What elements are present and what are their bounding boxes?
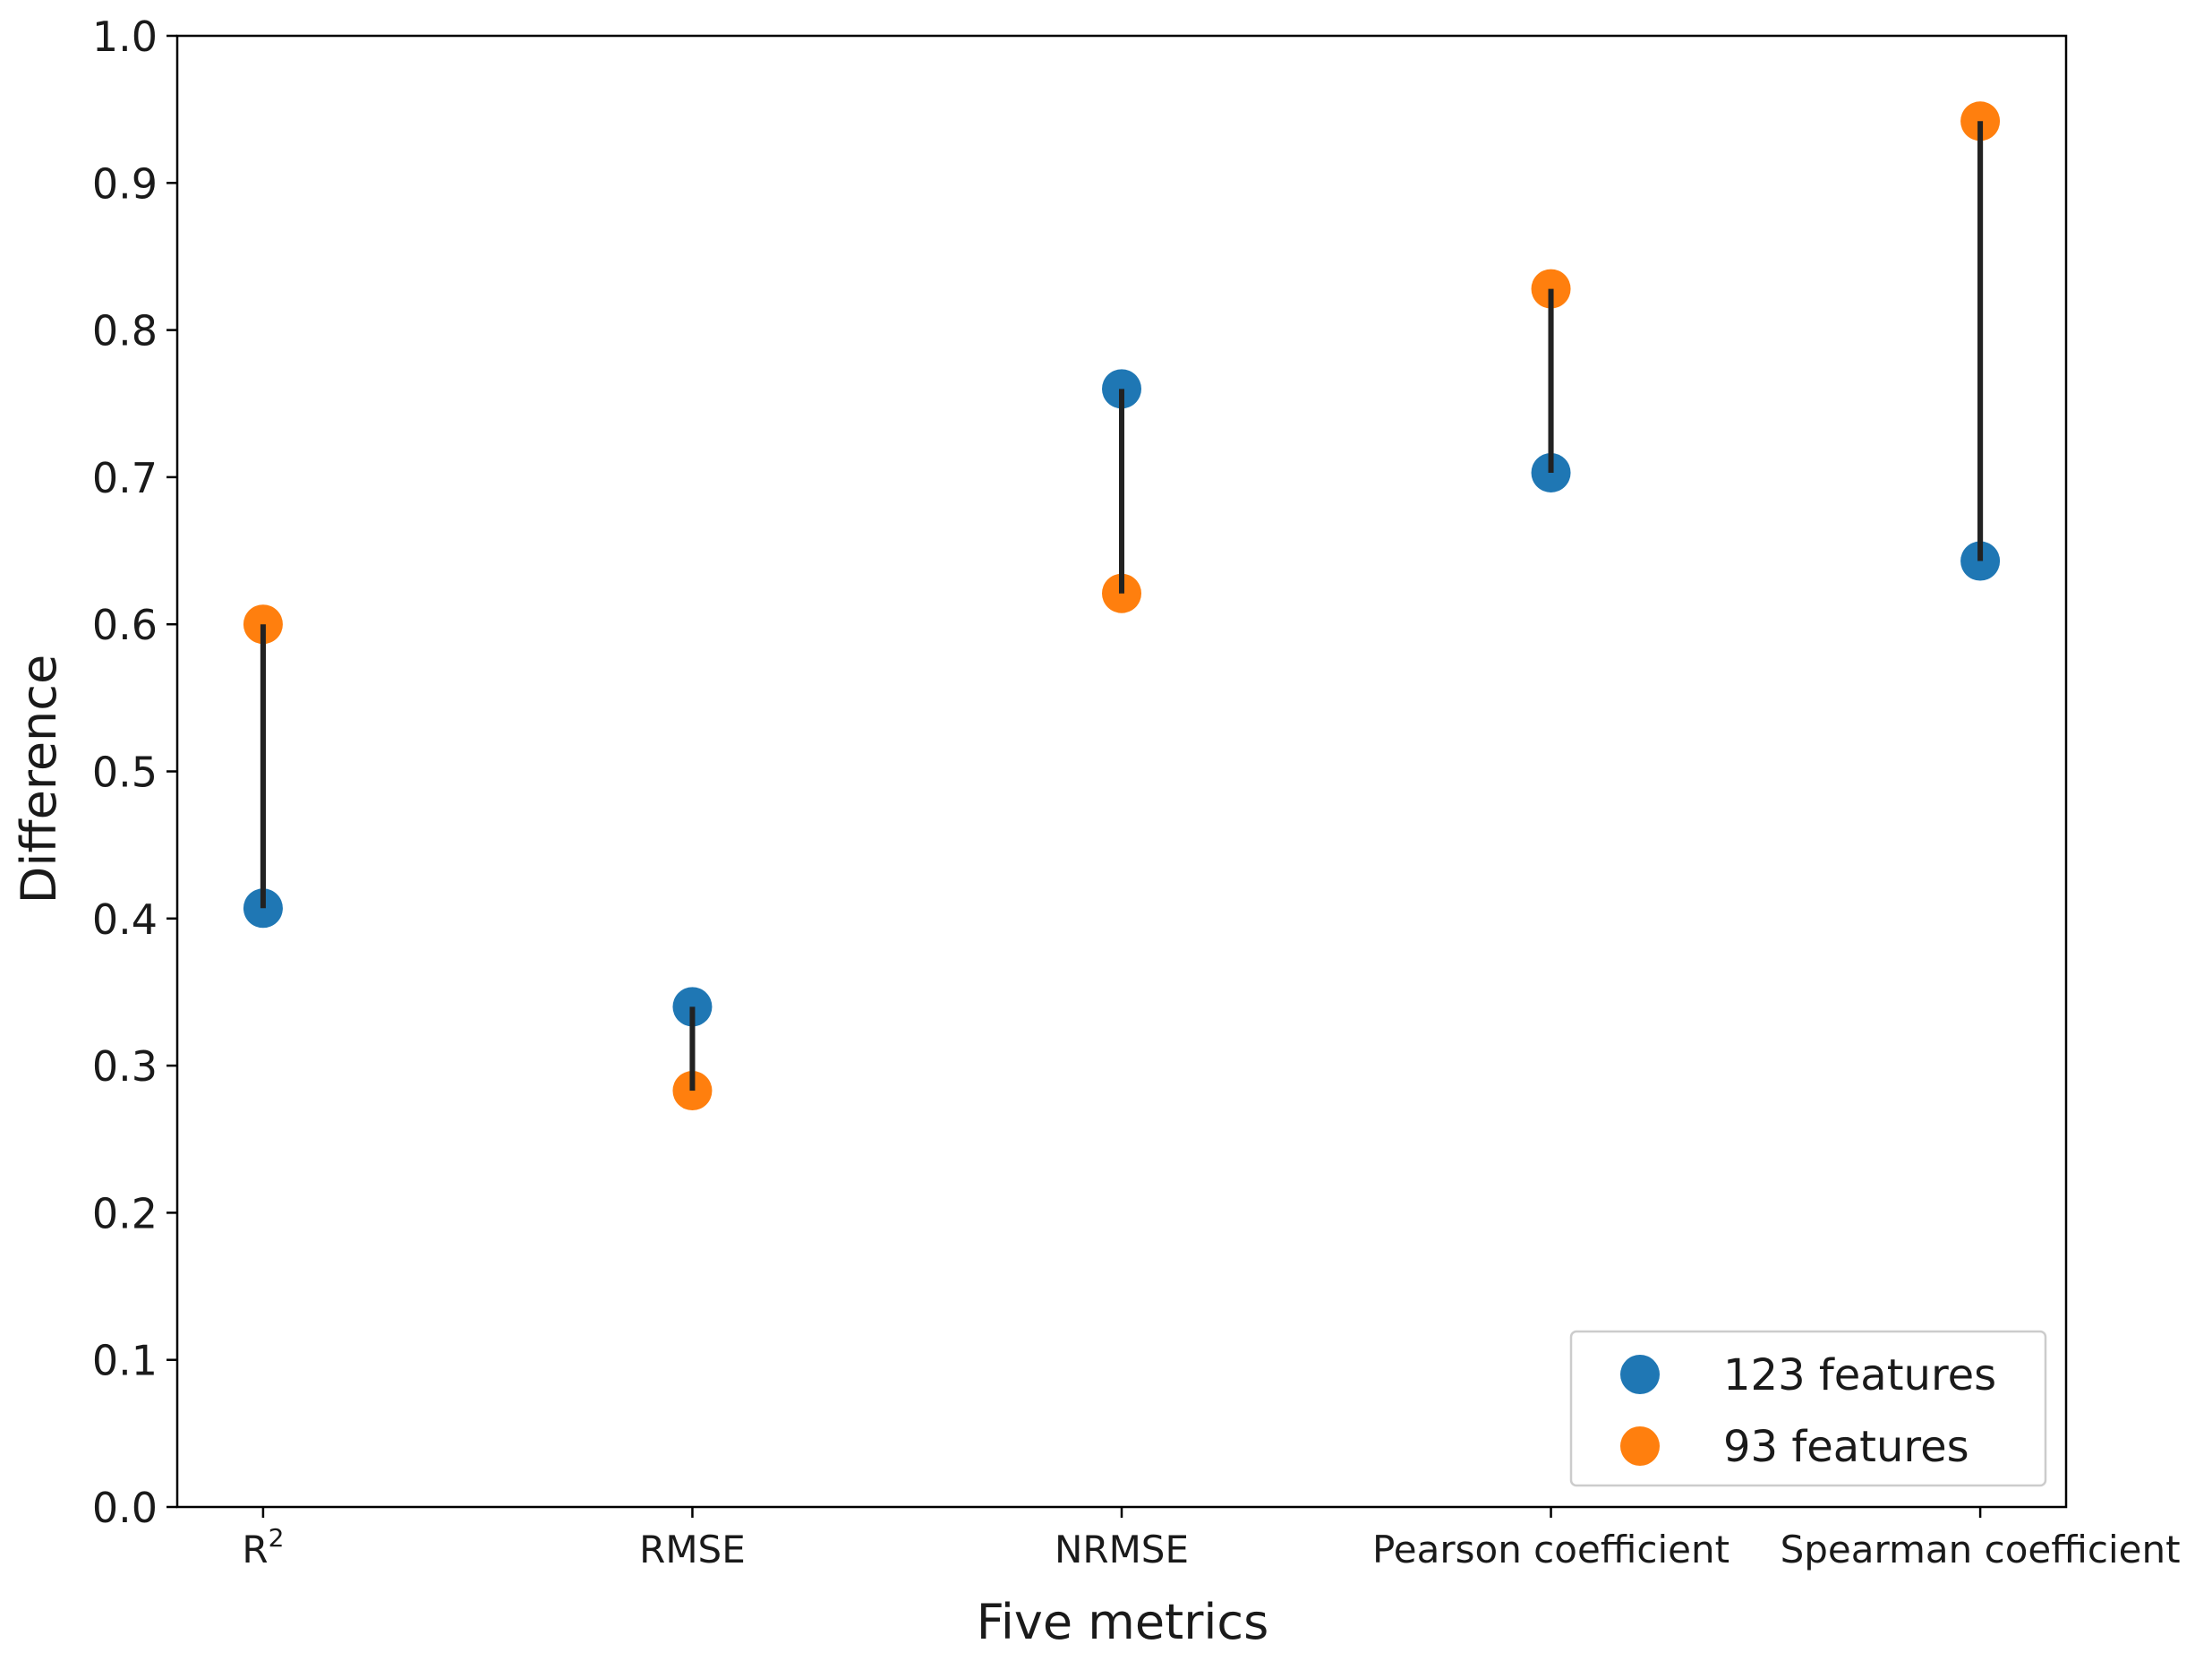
data-marks [243,101,2001,1111]
legend-marker [1620,1426,1660,1466]
y-tick-label: 0.7 [92,454,158,502]
y-tick-label: 0.8 [92,307,158,355]
y-tick-label: 0.1 [92,1337,158,1385]
x-tick-label: Pearson coefficient [1372,1528,1729,1571]
legend: 123 features 93 features [1569,1330,2047,1487]
legend-marker [1620,1355,1660,1394]
x-axis-title: Five metrics [977,1594,1269,1650]
x-tick-label-superscript: 2 [269,1523,285,1553]
x-tick-label: R2 [242,1523,284,1571]
plot-area [175,34,2068,1509]
y-tick-label: 0.4 [92,895,158,944]
x-tick-label: Spearman coefficient [1781,1528,2181,1571]
data-point-series-a [243,888,283,929]
y-tick-label: 0.2 [92,1189,158,1237]
legend-label: 123 features [1723,1350,1996,1400]
plot-frame [175,34,2068,1509]
y-tick-label: 0.9 [92,159,158,208]
y-axis: 0.0 0.1 0.2 0.3 0.4 0.5 0.6 0.7 0.8 0.9 1.0 [92,13,177,1532]
y-axis-title: Difference [11,655,67,903]
y-tick-label: 1.0 [92,13,158,61]
x-tick-label: RMSE [639,1528,746,1571]
y-tick-label: 0.5 [92,749,158,797]
y-tick-label: 0.6 [92,601,158,649]
x-tick-label: NRMSE [1055,1528,1189,1571]
legend-box [1569,1330,2047,1487]
x-axis: R2 RMSE NRMSE Pearson coefficient Spearman c… [242,1507,2181,1571]
y-tick-label: 0.0 [92,1484,158,1532]
legend-label: 93 features [1723,1422,1969,1472]
y-tick-label: 0.3 [92,1042,158,1091]
